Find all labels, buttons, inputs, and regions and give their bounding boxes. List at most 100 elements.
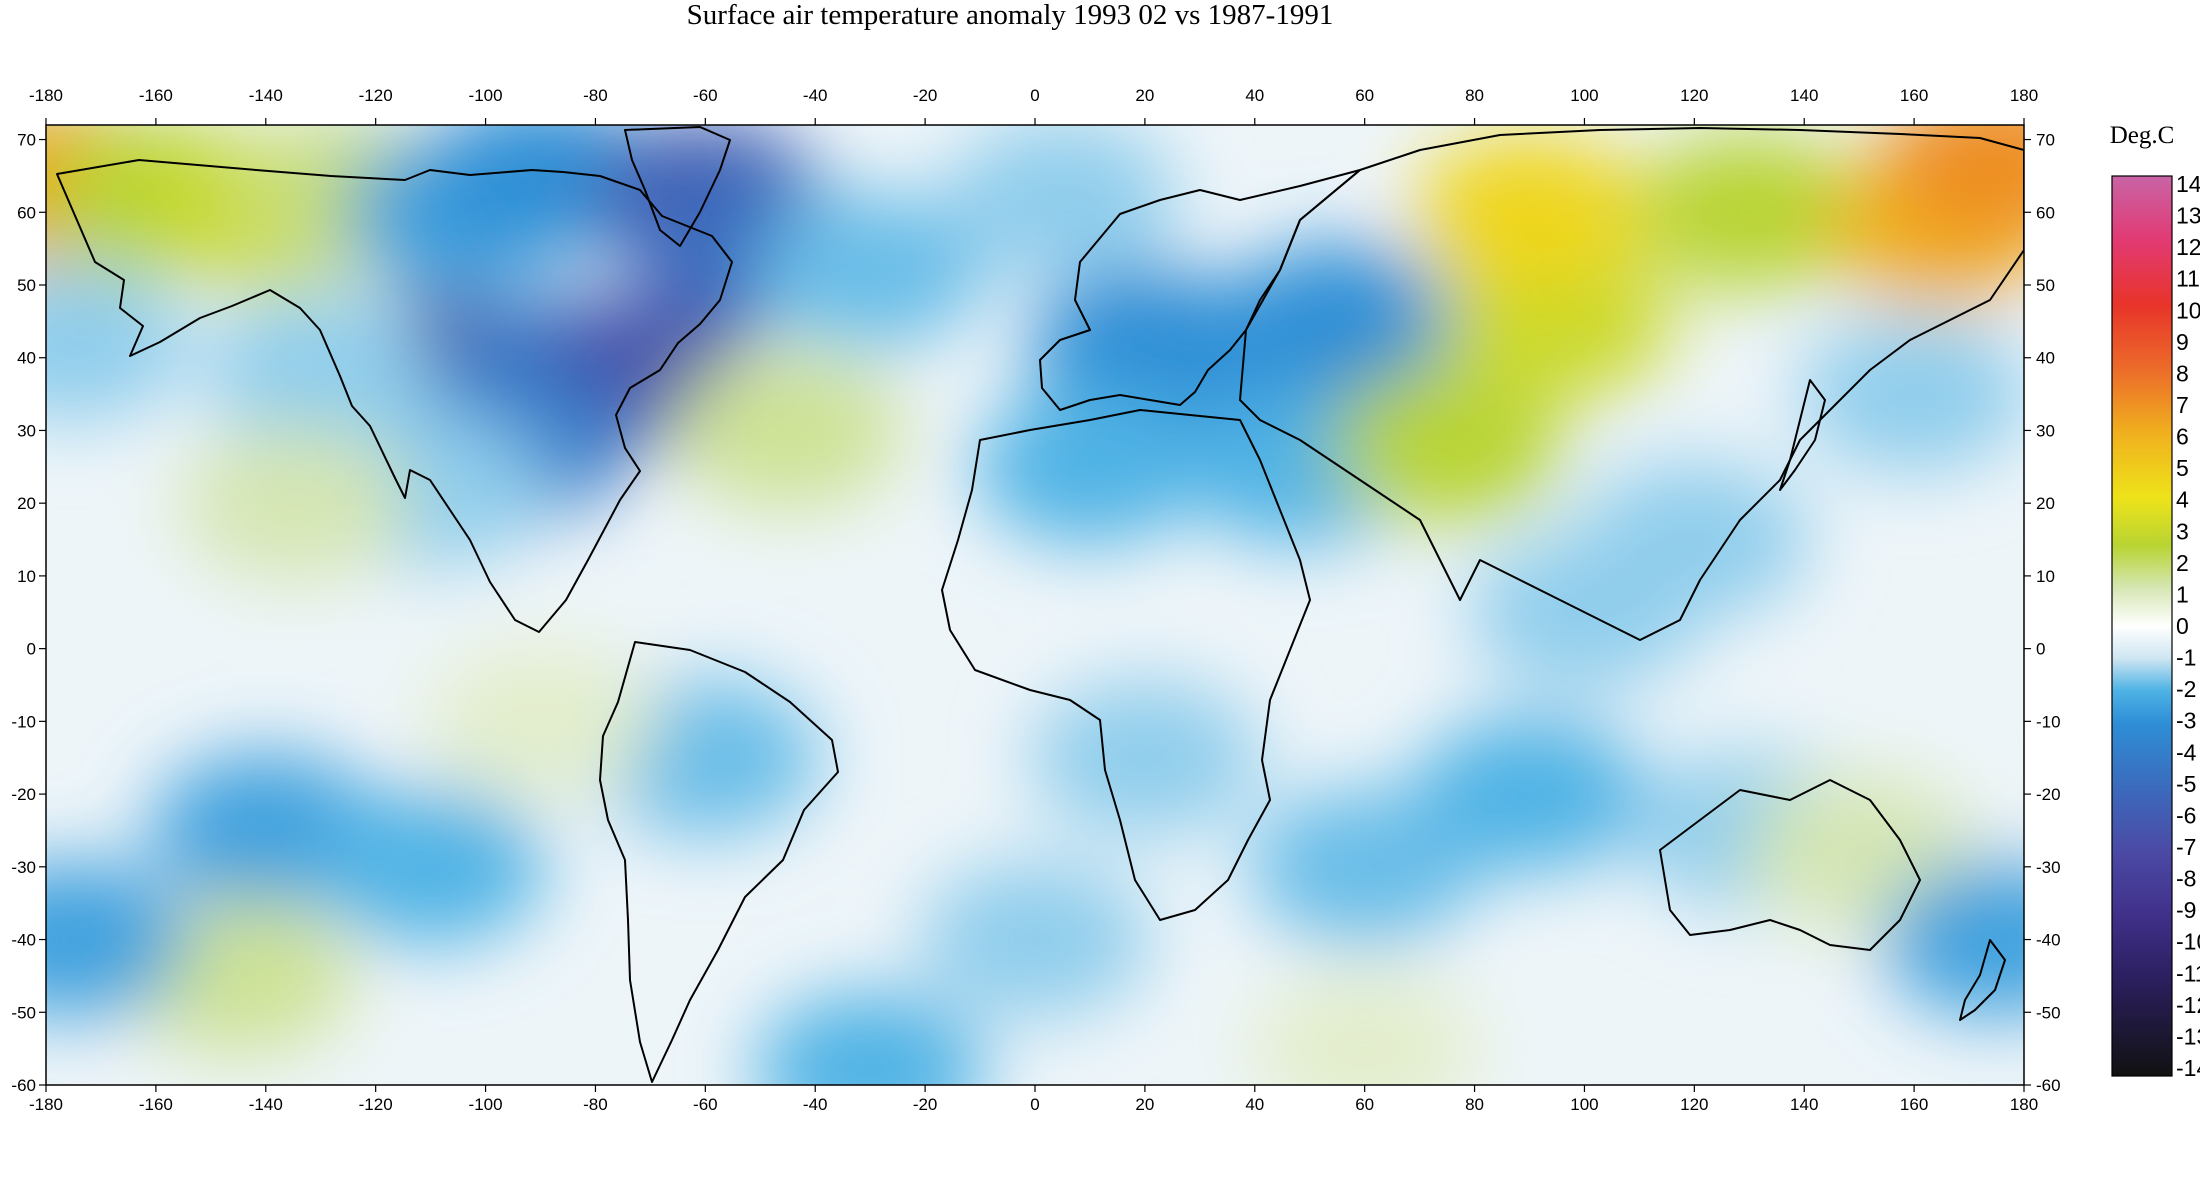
anomaly-region-22 bbox=[974, 388, 1205, 545]
anomaly-region-28 bbox=[1634, 134, 1865, 291]
anomaly-region-46 bbox=[755, 992, 986, 1085]
x-tick-label-bottom: 120 bbox=[1680, 1095, 1708, 1114]
colorbar-gradient bbox=[2111, 175, 2173, 1077]
anomaly-region-15 bbox=[46, 265, 189, 422]
colorbar-tick-label: 8 bbox=[2176, 360, 2189, 386]
y-tick-label-left: -60 bbox=[11, 1076, 36, 1095]
y-tick-label-right: 0 bbox=[2036, 640, 2045, 659]
colorbar-tick-label: -2 bbox=[2176, 676, 2196, 702]
y-tick-label-right: 70 bbox=[2036, 131, 2055, 150]
anomaly-region-40 bbox=[1249, 788, 1480, 945]
anomaly-region-18 bbox=[755, 192, 986, 349]
y-tick-label-right: 20 bbox=[2036, 494, 2055, 513]
x-tick-label-top: 0 bbox=[1030, 86, 1039, 105]
colorbar-tick-label: -4 bbox=[2176, 739, 2197, 765]
anomaly-region-31 bbox=[1799, 316, 2024, 473]
anomaly-region-24 bbox=[1222, 243, 1453, 400]
colorbar-tick-label: 1 bbox=[2176, 581, 2189, 607]
anomaly-region-25 bbox=[1332, 367, 1563, 523]
y-tick-label-right: 50 bbox=[2036, 276, 2055, 295]
x-tick-label-bottom: -60 bbox=[693, 1095, 718, 1114]
colorbar-tick-label: 12 bbox=[2176, 234, 2200, 260]
colorbar-tick-label: -8 bbox=[2176, 866, 2196, 892]
colorbar-ticks: 14131211109876543210-1-2-3-4-5-6-7-8-9-1… bbox=[2176, 171, 2200, 1081]
colorbar-tick-label: -12 bbox=[2176, 992, 2200, 1018]
anomaly-field bbox=[46, 125, 2024, 1085]
y-tick-label-left: 50 bbox=[17, 276, 36, 295]
colorbar-tick-label: 3 bbox=[2176, 518, 2189, 544]
y-tick-label-left: 60 bbox=[17, 203, 36, 222]
map-axes: -180-180-160-160-140-140-120-120-100-100… bbox=[11, 86, 2060, 1114]
y-tick-label-right: -30 bbox=[2036, 858, 2061, 877]
anomaly-region-45 bbox=[920, 861, 1150, 1018]
x-tick-label-top: -180 bbox=[29, 86, 63, 105]
x-tick-label-top: -120 bbox=[359, 86, 393, 105]
anomaly-region-38 bbox=[46, 861, 189, 1018]
colorbar-tick-label: 7 bbox=[2176, 392, 2189, 418]
x-tick-label-top: -160 bbox=[139, 86, 173, 105]
x-tick-label-top: -20 bbox=[913, 86, 938, 105]
colorbar-tick-label: 11 bbox=[2176, 266, 2200, 292]
x-tick-label-bottom: -100 bbox=[469, 1095, 503, 1114]
x-tick-label-top: -80 bbox=[583, 86, 608, 105]
y-tick-label-right: -50 bbox=[2036, 1003, 2061, 1022]
anomaly-region-14 bbox=[205, 294, 436, 451]
colorbar-tick-label: -1 bbox=[2176, 645, 2196, 671]
y-tick-label-left: -10 bbox=[11, 712, 36, 731]
x-tick-label-top: 180 bbox=[2010, 86, 2038, 105]
x-tick-label-bottom: 40 bbox=[1245, 1095, 1264, 1114]
y-tick-label-left: 40 bbox=[17, 349, 36, 368]
x-tick-label-top: -60 bbox=[693, 86, 718, 105]
y-tick-label-left: 30 bbox=[17, 421, 36, 440]
x-tick-label-bottom: 180 bbox=[2010, 1095, 2038, 1114]
y-tick-label-left: 10 bbox=[17, 567, 36, 586]
colorbar-tick-label: -14 bbox=[2176, 1055, 2200, 1081]
colorbar-tick-label: -6 bbox=[2176, 802, 2196, 828]
y-tick-label-right: -40 bbox=[2036, 931, 2061, 950]
anomaly-region-16 bbox=[178, 425, 409, 582]
x-tick-label-top: 80 bbox=[1465, 86, 1484, 105]
colorbar-tick-label: -7 bbox=[2176, 834, 2196, 860]
anomaly-region-30 bbox=[1881, 125, 2024, 240]
x-tick-label-bottom: -180 bbox=[29, 1095, 63, 1114]
x-tick-label-top: 120 bbox=[1680, 86, 1708, 105]
colorbar-tick-label: 0 bbox=[2176, 613, 2189, 639]
anomaly-region-17 bbox=[672, 352, 903, 509]
map-title: Surface air temperature anomaly 1993 02 … bbox=[687, 0, 1334, 31]
y-tick-label-right: -10 bbox=[2036, 712, 2061, 731]
north-america-outline bbox=[56, 159, 733, 633]
x-tick-label-top: 40 bbox=[1245, 86, 1264, 105]
anomaly-region-39 bbox=[1029, 679, 1260, 836]
colorbar-tick-label: 6 bbox=[2176, 424, 2189, 450]
colorbar-tick-label: -5 bbox=[2176, 771, 2196, 797]
colorbar-tick-label: -13 bbox=[2176, 1023, 2200, 1049]
y-tick-label-right: 30 bbox=[2036, 421, 2055, 440]
colorbar-tick-label: 2 bbox=[2176, 550, 2189, 576]
y-tick-label-left: -20 bbox=[11, 785, 36, 804]
south-america-outline bbox=[599, 641, 839, 1083]
y-tick-label-right: -60 bbox=[2036, 1076, 2061, 1095]
x-tick-label-bottom: -40 bbox=[803, 1095, 828, 1114]
continent-outlines bbox=[56, 126, 2024, 1083]
anomaly-region-27 bbox=[1414, 134, 1645, 291]
anomaly-region-36 bbox=[315, 788, 546, 945]
x-tick-label-bottom: 80 bbox=[1465, 1095, 1484, 1114]
x-tick-label-bottom: 0 bbox=[1030, 1095, 1039, 1114]
x-tick-label-top: 160 bbox=[1900, 86, 1928, 105]
anomaly-region-41 bbox=[1414, 716, 1645, 873]
colorbar-tick-label: 4 bbox=[2176, 487, 2189, 513]
anomaly-region-47 bbox=[1249, 970, 1480, 1085]
x-tick-label-top: 20 bbox=[1135, 86, 1154, 105]
x-tick-label-bottom: 60 bbox=[1355, 1095, 1374, 1114]
anomaly-region-19 bbox=[947, 125, 1178, 276]
colorbar-tick-label: 14 bbox=[2176, 171, 2200, 197]
colorbar-unit-label: Deg.C bbox=[2110, 122, 2175, 149]
colorbar-tick-label: 5 bbox=[2176, 455, 2189, 481]
colorbar-tick-label: 10 bbox=[2176, 297, 2200, 323]
x-tick-label-top: -100 bbox=[469, 86, 503, 105]
x-tick-label-bottom: -120 bbox=[359, 1095, 393, 1114]
x-tick-label-top: 60 bbox=[1355, 86, 1374, 105]
colorbar-tick-label: 9 bbox=[2176, 329, 2189, 355]
y-tick-label-right: 10 bbox=[2036, 567, 2055, 586]
